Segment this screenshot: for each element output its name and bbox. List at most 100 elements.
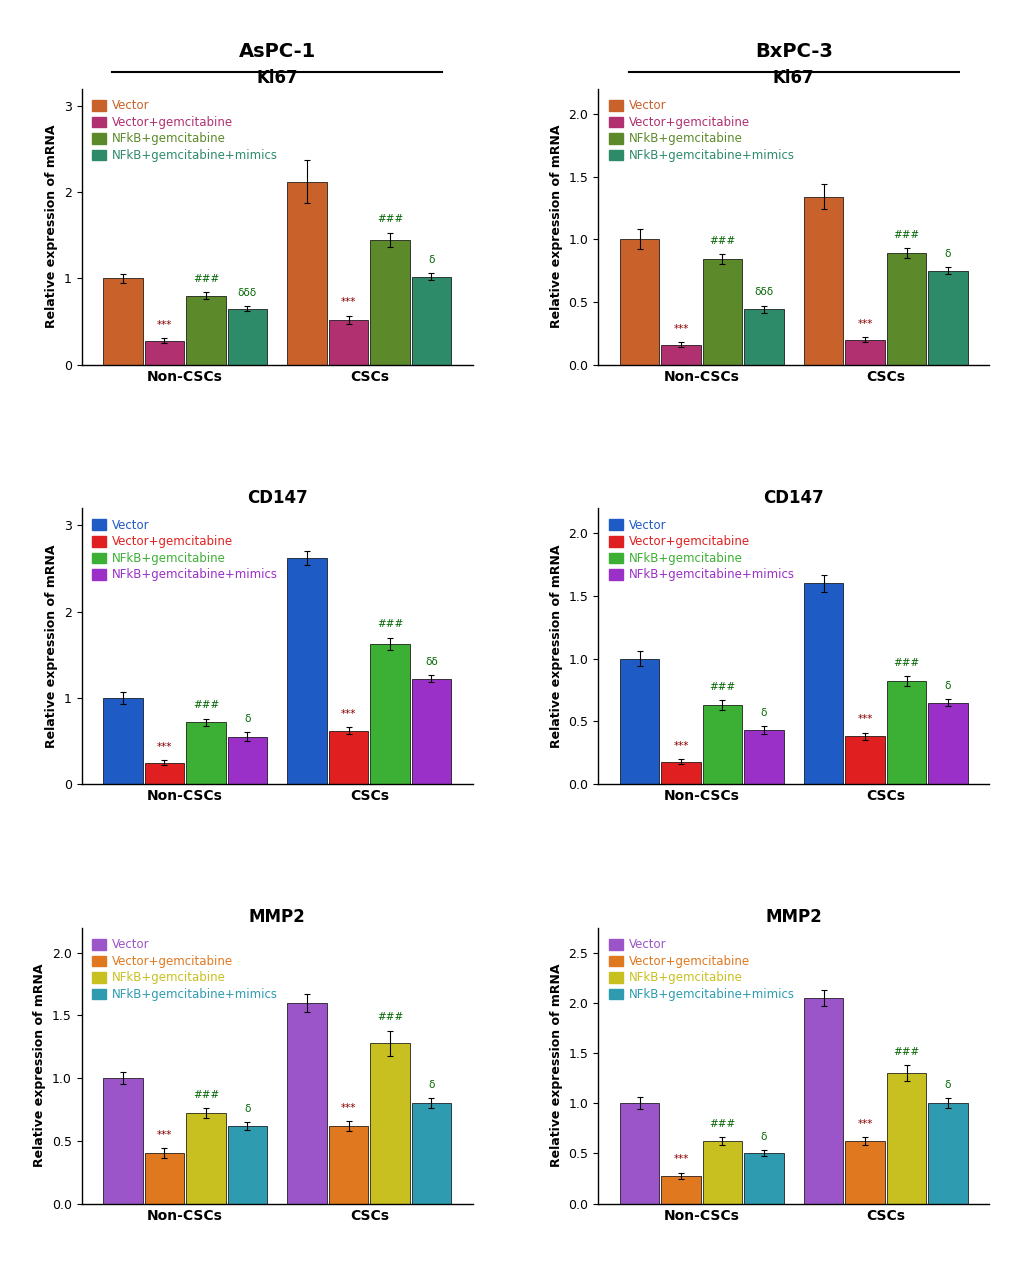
Text: ###: ### [193,1090,219,1100]
Text: ***: *** [157,319,172,329]
Title: Ki67: Ki67 [772,70,814,87]
Bar [845,1142,883,1204]
Bar [227,1126,267,1204]
Bar [927,703,967,784]
Text: ***: *** [857,715,872,725]
Bar [370,1043,410,1204]
Y-axis label: Relative expression of mRNA: Relative expression of mRNA [34,964,46,1167]
Bar [845,736,883,784]
Bar [702,260,742,365]
Bar [702,1142,742,1204]
Bar [287,559,326,784]
Bar [620,1104,658,1204]
Text: δ: δ [244,715,251,725]
Text: AsPC-1: AsPC-1 [238,42,316,61]
Text: ***: *** [340,710,356,718]
Legend: Vector, Vector+gemcitabine, NFkB+gemcitabine, NFkB+gemcitabine+mimics: Vector, Vector+gemcitabine, NFkB+gemcita… [603,514,799,587]
Bar [370,644,410,784]
Bar [744,309,783,365]
Bar [328,731,368,784]
Bar [145,1153,184,1204]
Text: ###: ### [708,1119,735,1129]
Legend: Vector, Vector+gemcitabine, NFkB+gemcitabine, NFkB+gemcitabine+mimics: Vector, Vector+gemcitabine, NFkB+gemcita… [88,934,282,1006]
Bar [103,279,143,365]
Y-axis label: Relative expression of mRNA: Relative expression of mRNA [549,964,562,1167]
Bar [412,679,450,784]
Bar [328,1126,368,1204]
Title: MMP2: MMP2 [249,908,306,926]
Bar [287,182,326,365]
Text: ###: ### [377,620,403,630]
Bar [660,345,700,365]
Text: δ: δ [760,1133,766,1142]
Bar [412,276,450,365]
Bar [186,295,225,365]
Bar [145,341,184,365]
Legend: Vector, Vector+gemcitabine, NFkB+gemcitabine, NFkB+gemcitabine+mimics: Vector, Vector+gemcitabine, NFkB+gemcita… [88,514,282,587]
Bar [886,682,925,784]
Text: δ: δ [944,680,951,691]
Bar [287,1003,326,1204]
Text: δδδ: δδδ [237,288,257,298]
Title: Ki67: Ki67 [256,70,298,87]
Text: δ: δ [760,708,766,718]
Text: ***: *** [157,741,172,751]
Bar [927,271,967,365]
Bar [328,319,368,365]
Bar [145,763,184,784]
Bar [186,722,225,784]
Bar [412,1104,450,1204]
Text: ###: ### [708,682,735,692]
Text: ***: *** [857,319,872,329]
Text: ###: ### [193,274,219,284]
Text: ###: ### [377,214,403,224]
Text: ***: *** [157,1130,172,1140]
Text: δ: δ [428,255,434,265]
Bar [744,730,783,784]
Text: δδδ: δδδ [753,288,772,298]
Text: ###: ### [193,701,219,711]
Bar [227,736,267,784]
Text: ***: *** [857,1119,872,1129]
Title: CD147: CD147 [247,489,308,507]
Text: ***: *** [673,324,688,333]
Text: ###: ### [708,236,735,246]
Legend: Vector, Vector+gemcitabine, NFkB+gemcitabine, NFkB+gemcitabine+mimics: Vector, Vector+gemcitabine, NFkB+gemcita… [603,934,799,1006]
Text: ***: *** [673,741,688,751]
Legend: Vector, Vector+gemcitabine, NFkB+gemcitabine, NFkB+gemcitabine+mimics: Vector, Vector+gemcitabine, NFkB+gemcita… [88,95,282,167]
Y-axis label: Relative expression of mRNA: Relative expression of mRNA [45,125,58,328]
Bar [103,698,143,784]
Text: δδ: δδ [425,658,437,668]
Bar [620,239,658,365]
Bar [845,340,883,365]
Bar [886,1073,925,1204]
Bar [620,659,658,784]
Bar [927,1104,967,1204]
Bar [370,239,410,365]
Bar [227,309,267,365]
Title: MMP2: MMP2 [764,908,821,926]
Bar [744,1153,783,1204]
Legend: Vector, Vector+gemcitabine, NFkB+gemcitabine, NFkB+gemcitabine+mimics: Vector, Vector+gemcitabine, NFkB+gemcita… [603,95,799,167]
Bar [803,196,843,365]
Text: δ: δ [944,248,951,258]
Bar [660,761,700,784]
Text: ###: ### [377,1012,403,1022]
Bar [660,1176,700,1204]
Bar [803,998,843,1204]
Bar [702,706,742,784]
Bar [803,583,843,784]
Y-axis label: Relative expression of mRNA: Relative expression of mRNA [45,545,58,748]
Y-axis label: Relative expression of mRNA: Relative expression of mRNA [549,545,562,748]
Text: ***: *** [340,1102,356,1112]
Text: δ: δ [244,1104,251,1114]
Title: CD147: CD147 [762,489,823,507]
Text: ***: *** [673,1154,688,1164]
Text: δ: δ [944,1079,951,1090]
Text: ###: ### [893,1047,919,1057]
Bar [886,253,925,365]
Text: ###: ### [893,658,919,668]
Bar [103,1078,143,1204]
Bar [186,1114,225,1204]
Text: BxPC-3: BxPC-3 [754,42,832,61]
